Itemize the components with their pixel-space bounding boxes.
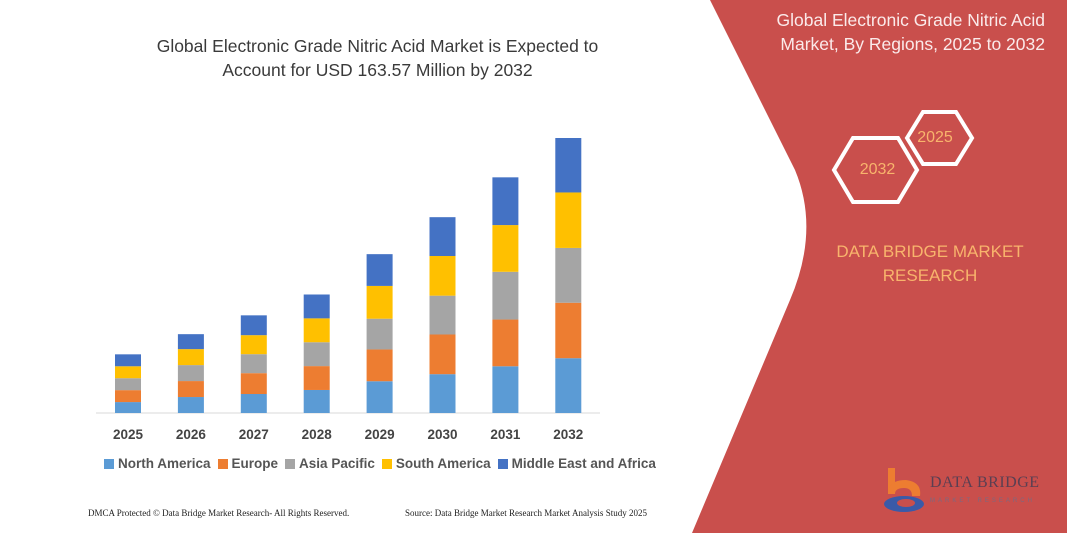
x-tick-label: 2029 [365,427,395,442]
right-title-line-1: Global Electronic Grade Nitric Acid [776,10,1045,30]
bar-segment-europe-2029 [366,349,393,382]
logo-name: DATA BRIDGE [930,474,1040,491]
brand-text: DATA BRIDGE MARKET RESEARCH [800,240,1060,288]
hexagon-2032-label: 2032 [859,161,896,178]
right-title-line-2: Market, By Regions, 2025 to 2032 [780,34,1045,54]
bar-segment-north-america-2025 [115,402,141,413]
hexagon-2025-icon [904,110,975,166]
legend: North America Europe Asia Pacific South … [104,456,656,471]
bar-segment-south-america-2028 [303,318,330,343]
legend-label: South America [395,456,491,471]
x-tick-label: 2031 [490,427,521,442]
right-red-panel [692,0,1067,533]
hexagon-2025-label: 2025 [917,129,953,146]
bar-segment-asia-pacific-2025 [115,378,141,391]
legend-swatch [381,458,392,469]
x-tick-label: 2028 [302,427,333,442]
x-tick-label: 2030 [427,427,457,442]
brand-line-2: RESEARCH [882,266,978,285]
legend-label: Asia Pacific [299,456,375,471]
bar-segment-middle-east-and-africa-2030 [429,217,456,257]
bar-segment-europe-2030 [429,334,456,375]
bar-segment-europe-2032 [555,302,582,359]
bar-segment-asia-pacific-2031 [492,271,519,320]
legend-item-north-america: North America [104,456,211,471]
legend-swatch [285,458,296,469]
bar-segment-europe-2026 [177,381,204,398]
bar-segment-europe-2031 [492,319,519,367]
bar-segment-middle-east-and-africa-2027 [240,315,267,336]
hexagon-icons [831,110,975,204]
x-tick-label: 2025 [113,427,144,442]
bar-segment-asia-pacific-2032 [555,247,582,303]
bar-segment-north-america-2031 [492,366,519,413]
bar-segment-north-america-2032 [555,358,582,413]
bar-segment-europe-2027 [240,373,267,395]
bar-segment-north-america-2028 [303,389,330,413]
bar-segment-asia-pacific-2030 [429,295,456,335]
bar-segment-south-america-2027 [240,335,267,355]
right-title: Global Electronic Grade Nitric Acid Mark… [715,8,1045,56]
legend-item-europe: Europe [217,456,279,471]
legend-label: Middle East and Africa [511,456,656,471]
x-tick-label: 2032 [553,427,583,442]
bar-segment-middle-east-and-africa-2026 [177,334,204,350]
bar-segment-middle-east-and-africa-2028 [303,294,330,319]
bar-segment-north-america-2026 [177,397,204,413]
bar-segment-south-america-2030 [429,256,456,296]
legend-swatch [217,458,228,469]
data-bridge-logo-icon [884,468,924,512]
x-tick-label: 2027 [239,427,269,442]
bar-segment-asia-pacific-2029 [366,318,393,350]
legend-label: North America [118,456,211,471]
footer-copyright: DMCA Protected © Data Bridge Market Rese… [88,508,350,518]
bar-segment-south-america-2029 [366,285,393,319]
bar-segment-south-america-2025 [115,366,141,379]
x-tick-label: 2026 [176,427,207,442]
brand-line-1: DATA BRIDGE MARKET [836,242,1024,261]
bar-segment-asia-pacific-2027 [240,354,267,374]
hexagon-2032-icon [831,136,920,204]
bar-segment-europe-2025 [115,390,141,403]
logo-tagline: MARKET RESEARCH [930,498,1035,504]
title-line-1: Global Electronic Grade Nitric Acid Mark… [156,36,599,56]
bar-segment-north-america-2030 [429,374,456,413]
bar-segment-asia-pacific-2026 [177,365,204,382]
legend-label: Europe [231,456,279,471]
bar-segment-middle-east-and-africa-2032 [555,138,582,193]
bar-segment-south-america-2032 [555,192,582,248]
bar-segment-north-america-2027 [240,394,267,413]
legend-item-south-america: South America [381,456,491,471]
bar-segment-middle-east-and-africa-2031 [492,177,519,226]
title-line-2: Account for USD 163.57 Million by 2032 [222,60,533,80]
bar-segment-south-america-2031 [492,225,519,272]
chart-title: Global Electronic Grade Nitric Acid Mark… [80,34,675,82]
legend-swatch [497,458,508,469]
bar-segment-north-america-2029 [366,381,393,413]
bar-segment-europe-2028 [303,366,330,390]
legend-item-mea: Middle East and Africa [497,456,656,471]
bar-segment-asia-pacific-2028 [303,342,330,367]
footer-source: Source: Data Bridge Market Research Mark… [405,508,647,518]
legend-item-asia-pacific: Asia Pacific [285,456,375,471]
bar-segment-middle-east-and-africa-2025 [115,354,141,367]
bar-segment-south-america-2026 [177,349,204,366]
bar-segment-middle-east-and-africa-2029 [366,254,393,286]
legend-swatch [104,458,114,469]
